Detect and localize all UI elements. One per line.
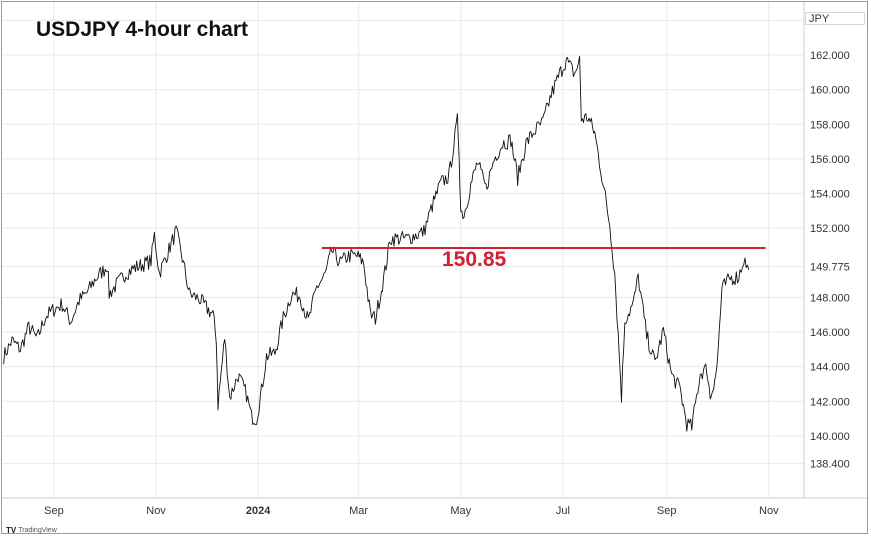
y-tick-label: 148.000 [810, 292, 850, 304]
x-tick-label: Sep [657, 505, 677, 517]
tradingview-watermark: TV TradingView [6, 526, 57, 535]
y-tick-label: 144.000 [810, 362, 850, 374]
price-axis: 164.000162.000160.000158.000156.000154.0… [810, 15, 850, 470]
watermark-text: TradingView [18, 527, 57, 534]
y-tick-label: 160.000 [810, 85, 850, 97]
currency-label[interactable]: JPY [805, 12, 865, 25]
y-tick-label: 162.000 [810, 50, 850, 62]
chart-title: USDJPY 4-hour chart [36, 18, 248, 41]
y-tick-label: 149.775 [810, 262, 850, 274]
y-tick-label: 138.400 [810, 459, 850, 471]
y-tick-label: 146.000 [810, 327, 850, 339]
level-label: 150.85 [442, 248, 507, 271]
x-tick-label: May [450, 505, 471, 517]
x-tick-label: Nov [759, 505, 779, 517]
x-tick-label: Sep [44, 505, 64, 517]
y-tick-label: 152.000 [810, 223, 850, 235]
tradingview-logo-icon: TV [6, 526, 17, 535]
y-tick-label: 158.000 [810, 119, 850, 131]
x-tick-label: 2024 [246, 505, 271, 517]
x-tick-label: Mar [349, 505, 368, 517]
y-tick-label: 142.000 [810, 396, 850, 408]
x-tick-label: Nov [146, 505, 166, 517]
y-tick-label: 154.000 [810, 189, 850, 201]
y-tick-label: 140.000 [810, 431, 850, 443]
time-axis: Sep Nov 2024 Mar May Jul Sep Nov [44, 505, 779, 517]
y-tick-label: 156.000 [810, 154, 850, 166]
price-line [3, 55, 750, 432]
price-series [3, 55, 750, 432]
gridlines [2, 2, 804, 498]
x-tick-label: Jul [556, 505, 570, 517]
